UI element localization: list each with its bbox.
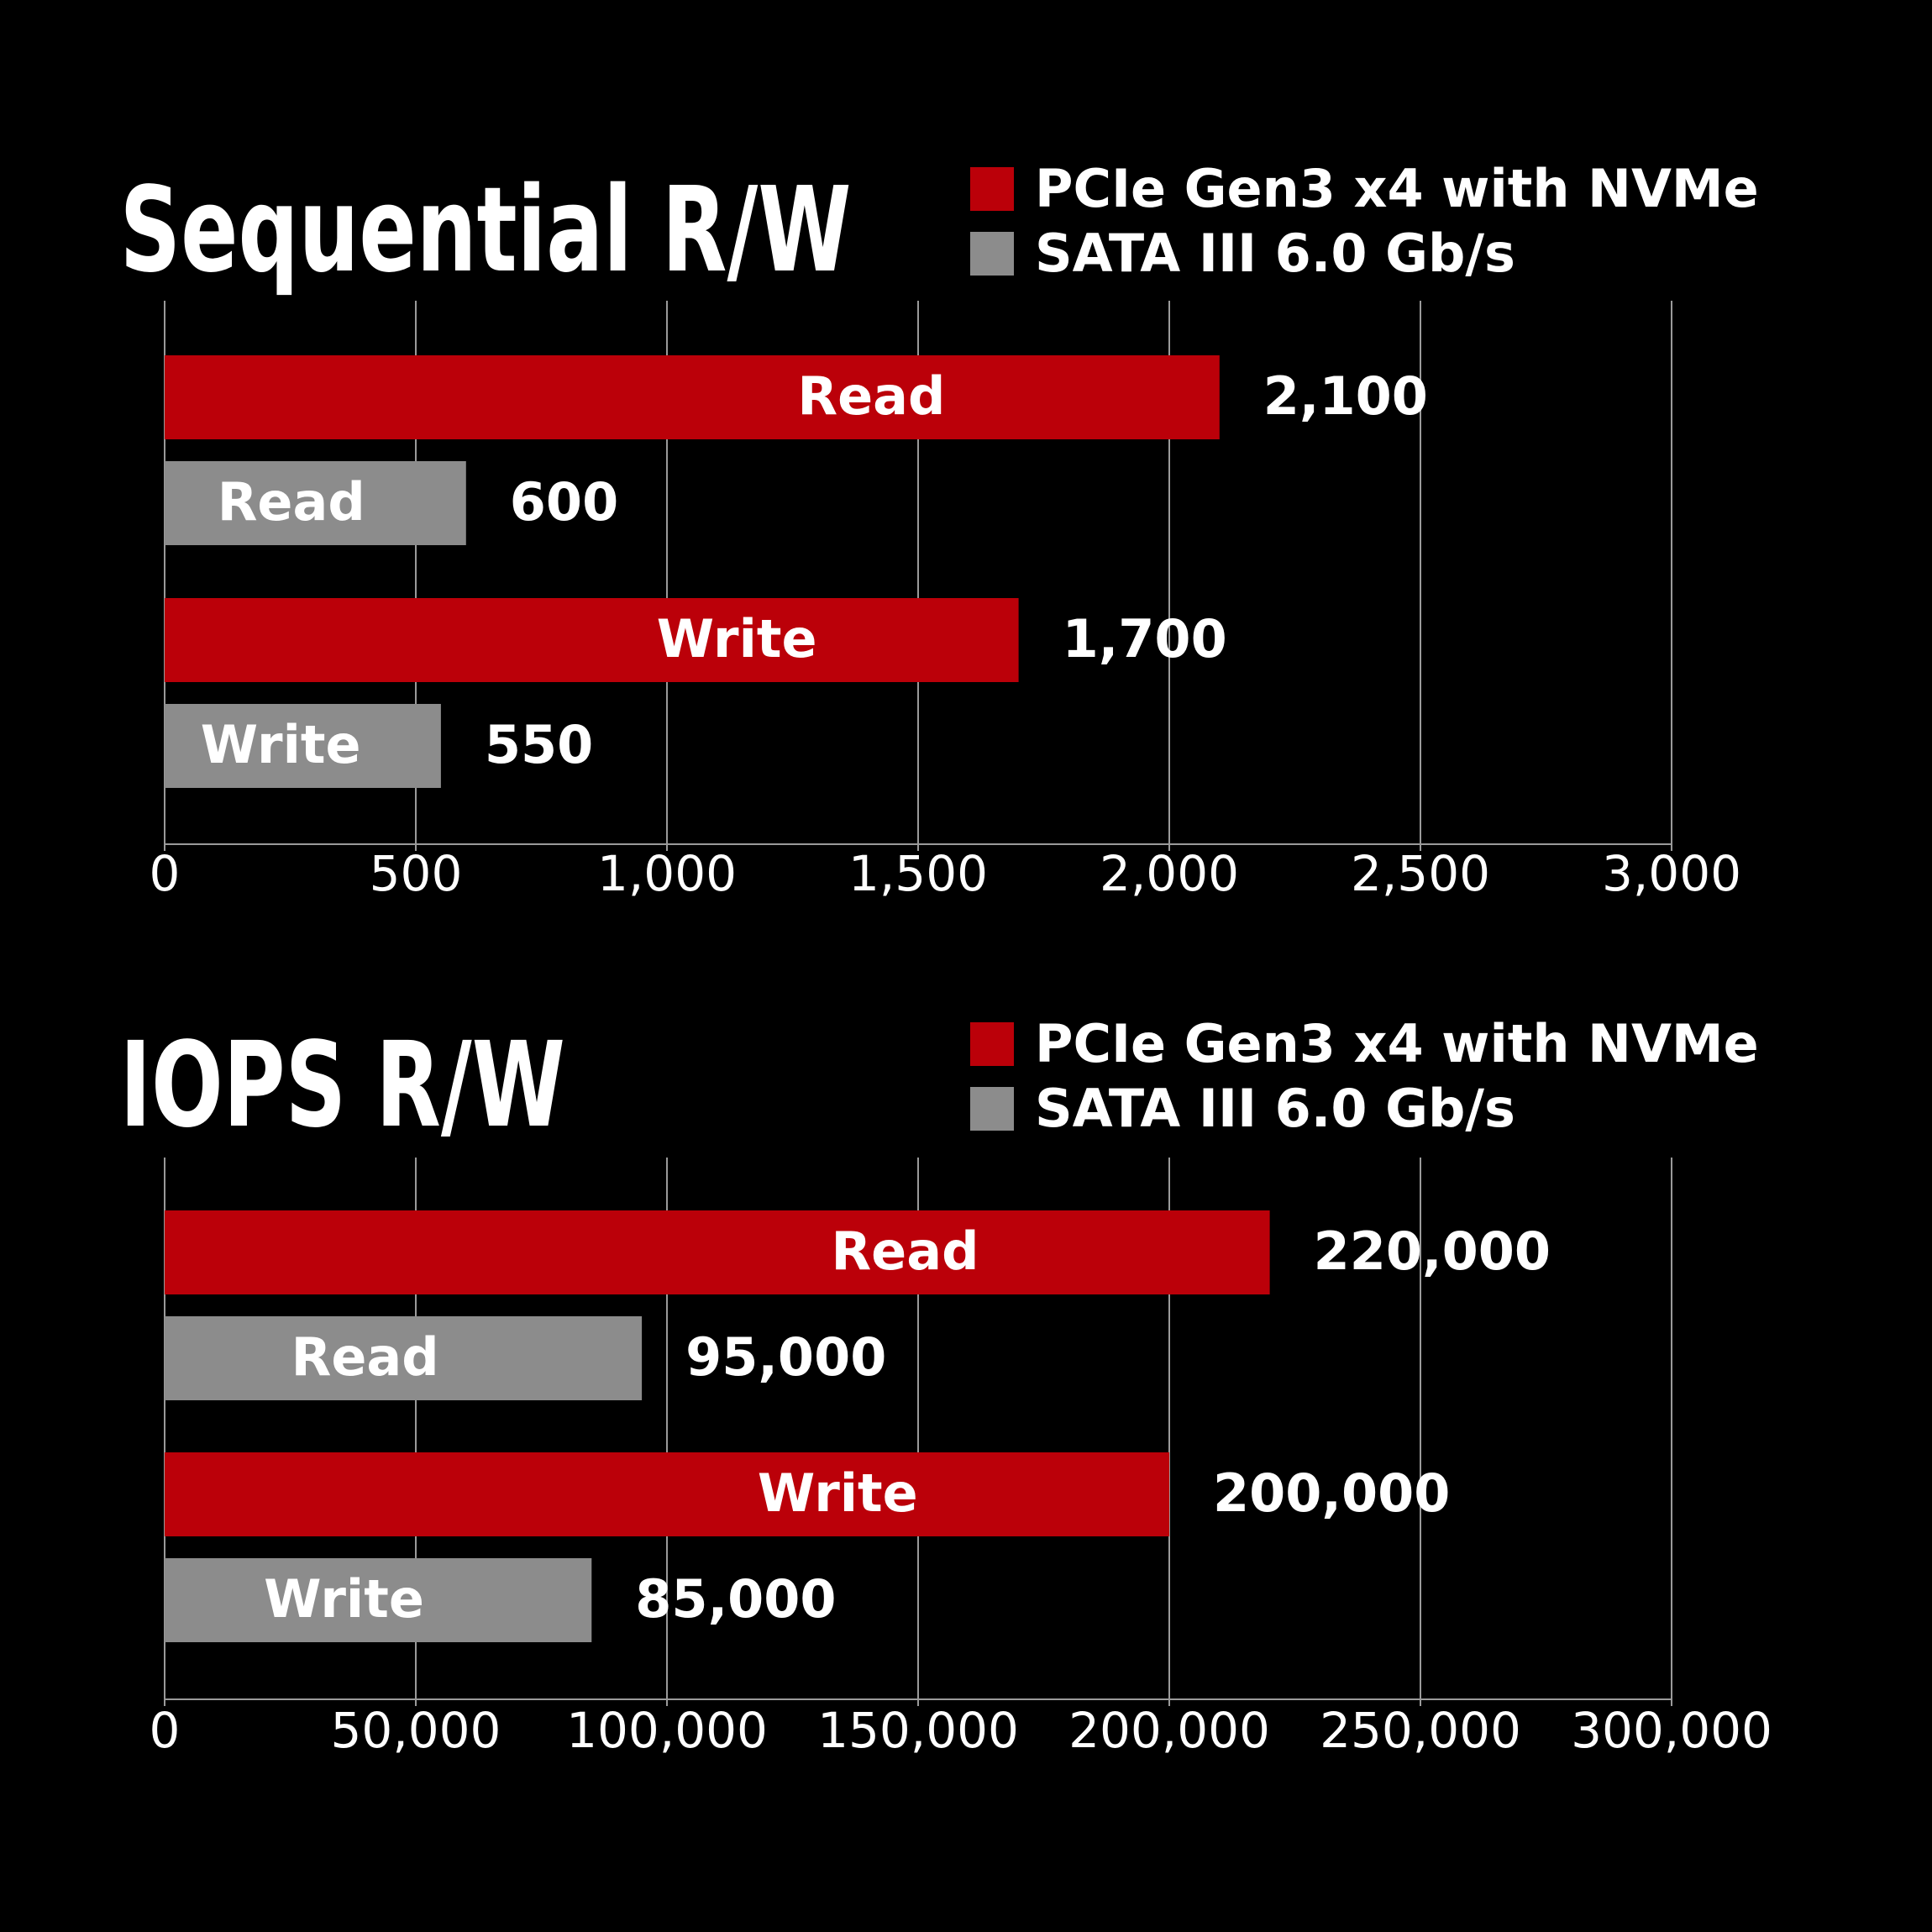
bar-inner-label: Write [758,1462,918,1524]
legend-swatch [970,232,1014,276]
bar-sata [165,1558,592,1642]
x-tick-label: 500 [370,845,463,902]
x-tick-label: 2,500 [1351,845,1490,902]
x-tick-label: 1,500 [848,845,988,902]
x-tick-label: 250,000 [1320,1702,1521,1759]
x-tick-label: 1,000 [597,845,737,902]
bar-inner-label: Write [201,714,361,775]
legend-label: PCIe Gen3 x4 with NVMe [1035,158,1759,219]
x-tick-label: 0 [150,845,181,902]
bar-inner-label: Read [218,471,365,533]
bar-value-label: 550 [485,714,593,775]
bar-pcie [165,1452,1169,1536]
chart-title: IOPS R/W [120,1016,565,1153]
bar-sata [165,1316,643,1400]
x-tick-label: 300,000 [1571,1702,1772,1759]
bar-value-label: 95,000 [685,1326,886,1388]
bar-sata [165,704,441,788]
x-tick-label: 200,000 [1068,1702,1270,1759]
x-tick-label: 150,000 [817,1702,1019,1759]
bar-value-label: 85,000 [635,1568,836,1630]
bar-value-label: 2,100 [1263,365,1428,427]
legend-swatch [970,1087,1014,1131]
x-tick-label: 0 [150,1702,181,1759]
x-tick-label: 100,000 [566,1702,768,1759]
bar-value-label: 1,700 [1063,608,1227,669]
bar-inner-label: Read [797,365,945,427]
legend-label: SATA III 6.0 Gb/s [1035,223,1515,284]
bar-value-label: 220,000 [1314,1221,1551,1282]
bar-pcie [165,1210,1270,1294]
bar-inner-label: Read [831,1221,979,1282]
bar-pcie [165,598,1019,682]
x-tick-label: 3,000 [1602,845,1741,902]
bar-value-label: 600 [510,471,618,533]
legend-label: SATA III 6.0 Gb/s [1035,1078,1515,1139]
legend-label: PCIe Gen3 x4 with NVMe [1035,1013,1759,1074]
legend-swatch [970,1022,1014,1066]
bar-inner-label: Write [264,1568,424,1630]
bar-value-label: 200,000 [1213,1462,1450,1524]
legend-swatch [970,167,1014,211]
bar-inner-label: Write [657,608,817,669]
x-tick-label: 50,000 [331,1702,501,1759]
bar-inner-label: Read [291,1326,439,1388]
bar-pcie [165,355,1220,439]
chart-title: Sequential R/W [120,161,852,298]
x-tick-label: 2,000 [1100,845,1239,902]
bar-sata [165,461,466,545]
